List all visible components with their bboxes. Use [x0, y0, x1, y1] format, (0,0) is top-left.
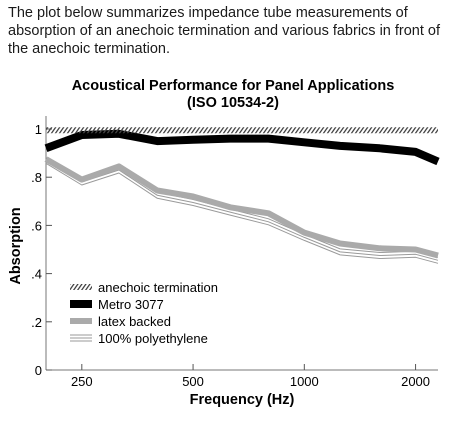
- legend-item: latex backed: [70, 314, 171, 329]
- y-tick-label: 1: [35, 122, 42, 137]
- series-line-metro-3077: [44, 129, 440, 166]
- y-tick-label: .6: [31, 218, 42, 233]
- chart-subtitle: (ISO 10534-2): [187, 95, 279, 111]
- legend-label: Metro 3077: [98, 297, 164, 312]
- legend-label: latex backed: [98, 314, 171, 329]
- x-tick-label: 500: [182, 374, 204, 389]
- x-ticks: 250 500 1000 2000: [71, 364, 430, 389]
- legend-item: anechoic termination: [70, 280, 218, 295]
- intro-text: The plot below summarizes impedance tube…: [8, 5, 441, 57]
- y-tick-label: 0: [35, 363, 42, 378]
- legend-item: Metro 3077: [70, 297, 164, 312]
- series-layer: [44, 127, 440, 264]
- x-axis-label: Frequency (Hz): [190, 392, 295, 408]
- y-tick-label: .2: [31, 315, 42, 330]
- y-tick-label: .4: [31, 267, 42, 282]
- legend-label: 100% polyethylene: [98, 331, 208, 346]
- chart-title: Acoustical Performance for Panel Applica…: [72, 78, 395, 94]
- x-tick-label: 2000: [401, 374, 430, 389]
- legend: anechoic termination Metro 3077 latex back…: [70, 280, 218, 346]
- x-tick-label: 1000: [290, 374, 319, 389]
- legend-label: anechoic termination: [98, 280, 218, 295]
- legend-item: 100% polyethylene: [70, 331, 208, 346]
- x-tick-label: 250: [71, 374, 93, 389]
- y-axis-label: Absorption: [8, 207, 24, 284]
- series-line-latex-backed: [44, 156, 439, 259]
- legend-swatch: [70, 334, 92, 342]
- plot-area: 0 .2 .4 .6 .8 1 250 500 1000 2000: [31, 116, 440, 389]
- y-tick-label: .8: [31, 170, 42, 185]
